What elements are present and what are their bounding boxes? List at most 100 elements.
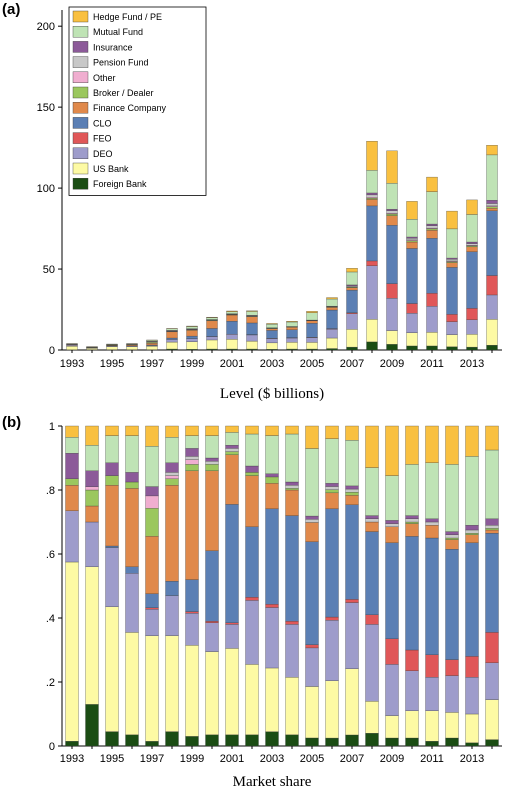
- panel-a-bar-1994: [86, 346, 98, 351]
- panel-a-segment-deo-2012: [446, 321, 458, 335]
- panel-a-segment-deo-2008: [366, 265, 378, 320]
- panel-b-segment-us-bank-2009: [385, 715, 399, 739]
- legend-label-pension-fund: Pension Fund: [93, 58, 149, 68]
- panel-b-bar-2013: [465, 425, 479, 747]
- panel-a-segment-clo-2006: [326, 309, 338, 329]
- panel-a-x-tick-label: 2001: [220, 358, 244, 370]
- panel-a-bar-1996: [126, 343, 138, 351]
- legend-item-insurance: Insurance: [72, 41, 133, 53]
- panel-a-segment-clo-2007: [346, 289, 358, 313]
- panel-a-bar-2008: [366, 140, 378, 351]
- panel-b-segment-deo-2006: [325, 620, 339, 681]
- panel-a-segment-clo-1998: [166, 337, 178, 340]
- panel-a-segment-clo-2009: [386, 225, 398, 284]
- panel-b-segment-insurance-1998: [165, 462, 179, 473]
- panel-a-segment-feo-2011: [426, 293, 438, 307]
- panel-b-segment-finance-company-2008: [365, 521, 379, 532]
- panel-a-segment-us-bank-2003: [266, 342, 278, 350]
- panel-a-segment-foreign-bank-2012: [446, 346, 458, 351]
- panel-a-segment-us-bank-2004: [286, 342, 298, 350]
- panel-b-bar-1997: [145, 425, 159, 747]
- panel-b-segment-us-bank-2012: [445, 712, 459, 739]
- panel-a-y-tick-label: 50: [43, 264, 55, 276]
- panel-a-segment-finance-company-2000: [206, 320, 218, 329]
- panel-b-segment-broker-dealer-2001: [225, 451, 239, 455]
- panel-a-bar-2011: [426, 176, 438, 351]
- panel-b-segment-insurance-1993: [65, 453, 79, 479]
- panel-b-segment-feo-2002: [245, 597, 259, 601]
- panel-b-segment-insurance-2013: [465, 525, 479, 531]
- panel-b-segment-clo-2001: [225, 504, 239, 623]
- panel-a-segment-finance-company-2009: [386, 215, 398, 226]
- legend-swatch-us-bank: [72, 162, 89, 175]
- panel-b-segment-finance-company-2002: [245, 475, 259, 527]
- panel-b-segment-hedge-fund-pe-2006: [325, 425, 339, 439]
- panel-a-bar-1998: [166, 328, 178, 351]
- panel-b-segment-clo-2006: [325, 508, 339, 618]
- panel-b-segment-mutual-fund-1997: [145, 446, 159, 487]
- panel-a-segment-finance-company-2002: [246, 316, 258, 324]
- panel-b-bar-2006: [325, 425, 339, 747]
- panel-a-segment-mutual-fund-2010: [406, 219, 418, 238]
- panel-b-segment-foreign-bank-2010: [405, 737, 419, 747]
- panel-b-segment-deo-2003: [265, 607, 279, 669]
- panel-b-bar-1999: [185, 425, 199, 747]
- panel-a-x-tick-label: 1995: [100, 358, 124, 370]
- panel-b-segment-broker-dealer-2014: [485, 528, 499, 531]
- panel-b-segment-feo-1997: [145, 607, 159, 610]
- legend-label-broker-dealer: Broker / Dealer: [93, 88, 154, 98]
- panel-a-segment-insurance-2010: [406, 236, 418, 239]
- panel-b-bar-2011: [425, 425, 439, 747]
- panel-b-segment-finance-company-2010: [405, 523, 419, 537]
- panel-a-segment-us-bank-1993: [66, 346, 78, 350]
- panel-a-segment-deo-1998: [166, 339, 178, 343]
- panel-a-bar-2004: [286, 321, 298, 351]
- panel-a-segment-us-bank-2005: [306, 342, 318, 350]
- panel-a-segment-hedge-fund-pe-2012: [446, 210, 458, 230]
- panel-a-segment-deo-2010: [406, 313, 418, 333]
- panel-a-segment-finance-company-1999: [186, 330, 198, 337]
- legend-swatch-feo: [72, 132, 89, 144]
- panel-b-segment-finance-company-2013: [465, 534, 479, 543]
- panel-a-segment-us-bank-1995: [106, 346, 118, 350]
- panel-b-segment-deo-2012: [445, 675, 459, 713]
- panel-b-segment-clo-2011: [425, 537, 439, 655]
- panel-b-segment-us-bank-2007: [345, 668, 359, 736]
- panel-b-segment-pension-fund-2009: [385, 523, 399, 527]
- panel-b-segment-clo-1997: [145, 593, 159, 608]
- panel-a-letter: (a): [2, 1, 20, 18]
- panel-a-segment-hedge-fund-pe-2003: [266, 323, 278, 325]
- panel-b-segment-hedge-fund-pe-2009: [385, 425, 399, 476]
- panel-a-segment-hedge-fund-pe-2013: [466, 199, 478, 215]
- panel-b-segment-foreign-bank-1995: [105, 731, 119, 747]
- panel-b-plot-area: 0 .2 .4 .6 .8 1 1993 1995 1997 1999 2001 2003 2005 20…: [46, 421, 502, 765]
- panel-b-segment-us-bank-1999: [185, 645, 199, 737]
- panel-a-plot-area: 0 50 100 150 200 1993 1995 1997 1999 2001 2003 2005…: [37, 10, 502, 370]
- panel-b-bar-1998: [165, 425, 179, 747]
- panel-a-segment-feo-2009: [386, 283, 398, 299]
- panel-a-segment-finance-company-2014: [486, 208, 498, 211]
- panel-a-segment-insurance-2008: [366, 192, 378, 196]
- panel-b-segment-mutual-fund-1994: [85, 445, 99, 471]
- panel-b-segment-other-1999: [185, 459, 199, 465]
- panel-b-segment-hedge-fund-pe-2000: [205, 425, 219, 436]
- panel-a-segment-finance-company-2004: [286, 327, 298, 330]
- legend-swatch-finance-company: [72, 101, 89, 114]
- legend-item-clo: CLO: [72, 117, 112, 129]
- panel-b-segment-us-bank-2014: [485, 699, 499, 740]
- panel-a-segment-us-bank-2002: [246, 340, 258, 350]
- panel-b-caption: Market share: [233, 774, 312, 790]
- panel-a-segment-deo-2007: [346, 313, 358, 330]
- panel-b-segment-mutual-fund-2008: [365, 467, 379, 516]
- legend-swatch-broker-dealer: [72, 86, 89, 99]
- panel-b-segment-feo-2010: [405, 649, 419, 671]
- panel-b-x-tick-label: 1993: [60, 753, 84, 765]
- panel-a-x-tick-label: 2005: [300, 358, 324, 370]
- panel-b-segment-clo-2008: [365, 531, 379, 615]
- panel-a-segment-broker-dealer-2014: [486, 206, 498, 209]
- legend-item-mutual-fund: Mutual Fund: [72, 26, 143, 38]
- panel-b-bar-1993: [65, 425, 79, 747]
- panel-a-segment-clo-2000: [206, 328, 218, 337]
- panel-b-segment-us-bank-2003: [265, 667, 279, 732]
- panel-a-segment-hedge-fund-pe-2005: [306, 311, 318, 313]
